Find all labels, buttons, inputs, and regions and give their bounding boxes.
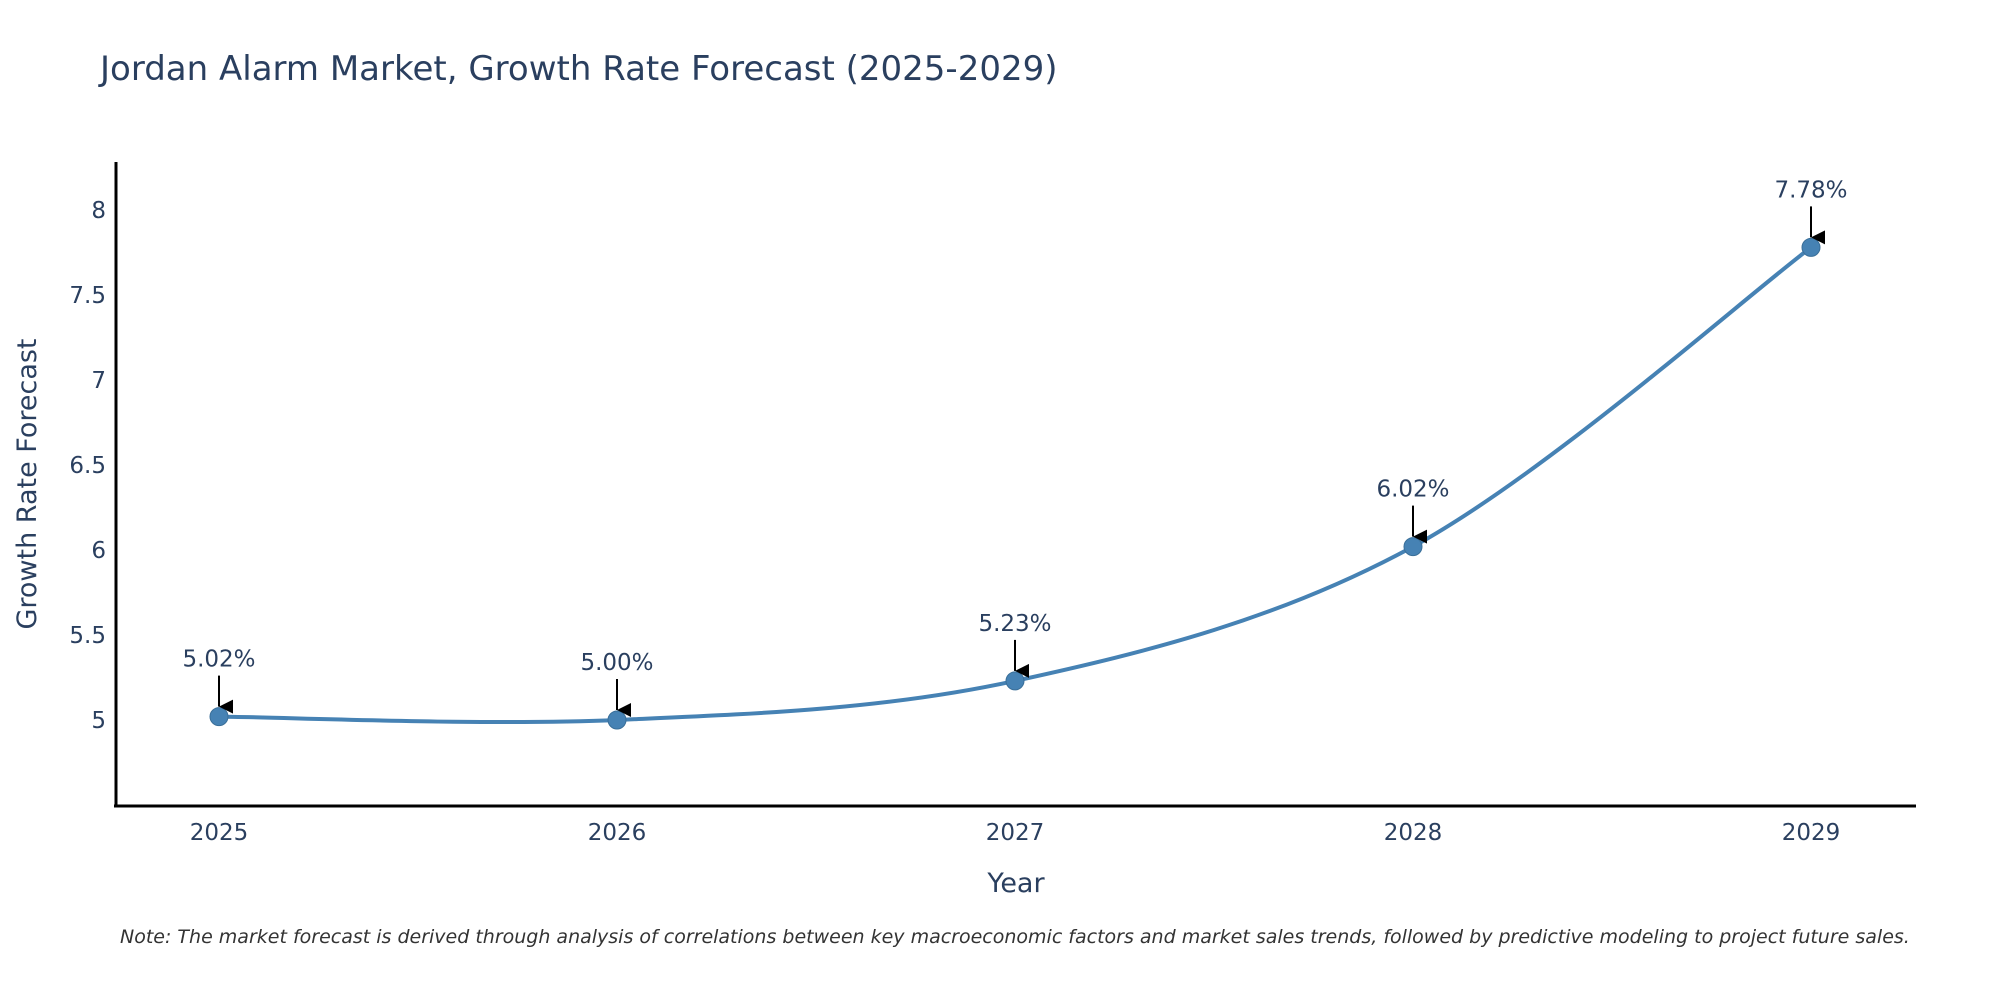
y-tick-label: 8 — [91, 198, 106, 224]
y-axis-title: Growth Rate Forecast — [12, 338, 43, 629]
data-point — [1005, 671, 1025, 691]
data-label: 5.00% — [580, 650, 653, 676]
chart-title: Jordan Alarm Market, Growth Rate Forecas… — [98, 49, 1058, 89]
y-tick-label: 6 — [91, 538, 106, 564]
data-point — [209, 707, 229, 727]
x-tick-label: 2026 — [588, 820, 647, 846]
data-label: 7.78% — [1774, 177, 1847, 203]
x-axis-title: Year — [986, 868, 1045, 899]
series-line — [218, 245, 1813, 725]
data-point — [1403, 537, 1423, 557]
data-point — [1801, 237, 1821, 257]
data-label: 6.02% — [1376, 477, 1449, 503]
y-tick-label: 5 — [91, 708, 106, 734]
footnote: Note: The market forecast is derived thr… — [120, 926, 1910, 948]
data-label: 5.02% — [182, 647, 255, 673]
data-point — [607, 710, 627, 730]
x-tick-label: 2028 — [1384, 820, 1443, 846]
data-label: 5.23% — [978, 611, 1051, 637]
y-tick-label: 6.5 — [69, 453, 106, 479]
y-tick-label: 7 — [91, 368, 106, 394]
x-tick-label: 2029 — [1782, 820, 1841, 846]
x-tick-label: 2025 — [190, 820, 249, 846]
x-axis-ticks: 2025 2026 2027 2028 2029 — [190, 820, 1841, 846]
y-axis-ticks: 5 5.5 6 6.5 7 7.5 8 — [69, 198, 106, 734]
data-annotations: 5.02% 5.00% 5.23% 6.02% 7.78% — [182, 177, 1848, 717]
y-tick-label: 7.5 — [69, 283, 106, 309]
y-tick-label: 5.5 — [69, 623, 106, 649]
x-tick-label: 2027 — [986, 820, 1045, 846]
